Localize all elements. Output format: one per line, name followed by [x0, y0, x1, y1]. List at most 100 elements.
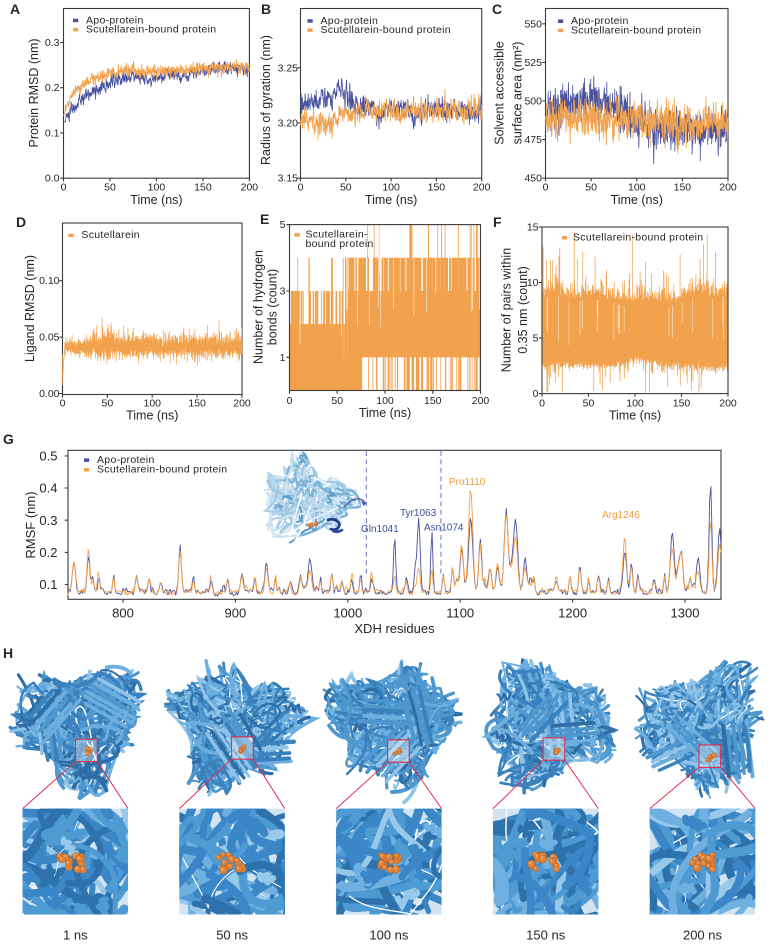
- svg-text:50: 50: [340, 181, 352, 193]
- svg-text:Scutellarein-bound protein: Scutellarein-bound protein: [573, 232, 703, 244]
- svg-text:0: 0: [298, 181, 304, 193]
- svg-text:50: 50: [583, 398, 595, 410]
- svg-text:475: 475: [524, 134, 542, 146]
- svg-text:5: 5: [280, 219, 286, 231]
- svg-text:0.4: 0.4: [39, 481, 57, 496]
- svg-text:Time (ns): Time (ns): [130, 193, 182, 207]
- svg-text:E: E: [260, 211, 269, 227]
- svg-text:surface area (nm²): surface area (nm²): [511, 42, 525, 145]
- svg-text:G: G: [3, 431, 14, 447]
- svg-text:900: 900: [225, 606, 247, 621]
- svg-text:200: 200: [233, 397, 251, 409]
- svg-text:Time (ns): Time (ns): [359, 406, 411, 420]
- svg-text:Number of hydrogen: Number of hydrogen: [252, 250, 266, 364]
- svg-text:Apo-protein: Apo-protein: [321, 15, 379, 27]
- svg-text:Protein RMSD (nm): Protein RMSD (nm): [27, 38, 41, 147]
- svg-text:Scutellarein-bound protein: Scutellarein-bound protein: [86, 24, 216, 36]
- svg-text:0.00: 0.00: [39, 388, 60, 400]
- svg-text:0.2: 0.2: [39, 545, 57, 560]
- svg-text:Number of pairs within: Number of pairs within: [500, 248, 514, 372]
- svg-text:3.25: 3.25: [278, 62, 299, 74]
- svg-text:450: 450: [524, 173, 542, 185]
- svg-text:100: 100: [628, 181, 646, 193]
- svg-text:3.15: 3.15: [278, 173, 299, 185]
- svg-text:bound protein: bound protein: [306, 238, 374, 250]
- svg-text:150: 150: [424, 395, 442, 407]
- svg-text:1 ns: 1 ns: [63, 928, 88, 943]
- svg-text:0: 0: [60, 397, 66, 409]
- svg-text:100: 100: [376, 395, 394, 407]
- svg-text:150 ns: 150 ns: [526, 928, 566, 943]
- svg-text:F: F: [493, 214, 502, 230]
- svg-text:50: 50: [102, 397, 114, 409]
- svg-text:500: 500: [524, 96, 542, 108]
- svg-text:0: 0: [533, 388, 539, 400]
- svg-text:Time (ns): Time (ns): [609, 409, 661, 423]
- svg-text:A: A: [10, 1, 20, 17]
- svg-text:50: 50: [104, 181, 116, 193]
- svg-text:Ligand RMSD (nm): Ligand RMSD (nm): [23, 255, 37, 362]
- svg-text:RMSF (nm): RMSF (nm): [23, 491, 38, 558]
- svg-text:Asn1074: Asn1074: [424, 523, 464, 534]
- svg-text:50: 50: [331, 395, 343, 407]
- svg-text:3.20: 3.20: [278, 118, 299, 130]
- svg-text:Tyr1063: Tyr1063: [400, 508, 437, 519]
- svg-text:0.0: 0.0: [45, 173, 60, 185]
- svg-text:1000: 1000: [333, 606, 362, 621]
- svg-text:0: 0: [61, 181, 67, 193]
- svg-text:5: 5: [533, 333, 539, 345]
- svg-text:1300: 1300: [671, 606, 700, 621]
- svg-text:Gln1041: Gln1041: [361, 524, 399, 535]
- svg-text:150: 150: [428, 181, 446, 193]
- svg-text:Apo-protein: Apo-protein: [97, 454, 155, 466]
- svg-text:B: B: [261, 1, 271, 17]
- svg-text:Time (ns): Time (ns): [126, 409, 178, 423]
- svg-text:10: 10: [527, 277, 539, 289]
- svg-text:0: 0: [543, 181, 549, 193]
- svg-text:0.3: 0.3: [45, 37, 60, 49]
- svg-text:0.3: 0.3: [39, 513, 57, 528]
- svg-text:XDH residues: XDH residues: [354, 621, 435, 636]
- svg-text:1: 1: [280, 352, 286, 364]
- svg-text:100: 100: [626, 398, 644, 410]
- svg-text:Scutellarein: Scutellarein: [81, 229, 139, 241]
- svg-text:Arg1246: Arg1246: [602, 510, 640, 521]
- svg-text:800: 800: [112, 606, 134, 621]
- svg-text:Radius of gyration (nm): Radius of gyration (nm): [259, 35, 273, 165]
- svg-text:100 ns: 100 ns: [369, 928, 409, 943]
- svg-text:Scutellarein-bound protein: Scutellarein-bound protein: [571, 24, 701, 36]
- svg-text:150: 150: [194, 181, 212, 193]
- svg-text:Apo-protein: Apo-protein: [86, 14, 144, 26]
- svg-text:0.1: 0.1: [39, 577, 57, 592]
- svg-text:150: 150: [674, 181, 692, 193]
- svg-text:200: 200: [473, 181, 491, 193]
- svg-text:0.10: 0.10: [39, 275, 60, 287]
- svg-text:Scutellarein-bound protein: Scutellarein-bound protein: [321, 24, 451, 36]
- svg-text:150: 150: [188, 397, 206, 409]
- svg-text:1200: 1200: [558, 606, 587, 621]
- svg-text:Time (ns): Time (ns): [365, 193, 417, 207]
- svg-text:200: 200: [719, 181, 737, 193]
- svg-text:15: 15: [527, 221, 539, 233]
- svg-text:C: C: [492, 1, 502, 17]
- svg-text:0.5: 0.5: [39, 449, 57, 464]
- svg-text:50: 50: [585, 181, 597, 193]
- svg-text:100: 100: [143, 397, 161, 409]
- svg-text:1100: 1100: [446, 606, 474, 621]
- svg-text:200: 200: [719, 398, 737, 410]
- svg-text:100: 100: [148, 181, 166, 193]
- svg-text:550: 550: [524, 18, 542, 30]
- svg-text:Time (ns): Time (ns): [611, 193, 663, 207]
- svg-text:200: 200: [241, 181, 259, 193]
- svg-text:Apo-protein: Apo-protein: [571, 15, 629, 27]
- svg-text:0.1: 0.1: [45, 127, 60, 139]
- svg-text:200 ns: 200 ns: [683, 928, 723, 943]
- svg-text:0.2: 0.2: [45, 82, 60, 94]
- svg-text:0: 0: [539, 398, 545, 410]
- svg-text:Pro1110: Pro1110: [449, 477, 486, 488]
- svg-text:3: 3: [280, 285, 286, 297]
- svg-text:50 ns: 50 ns: [216, 928, 248, 943]
- svg-text:Scutellarein-: Scutellarein-: [306, 229, 368, 241]
- svg-text:Scutellarein-bound protein: Scutellarein-bound protein: [97, 464, 227, 476]
- svg-text:150: 150: [673, 398, 691, 410]
